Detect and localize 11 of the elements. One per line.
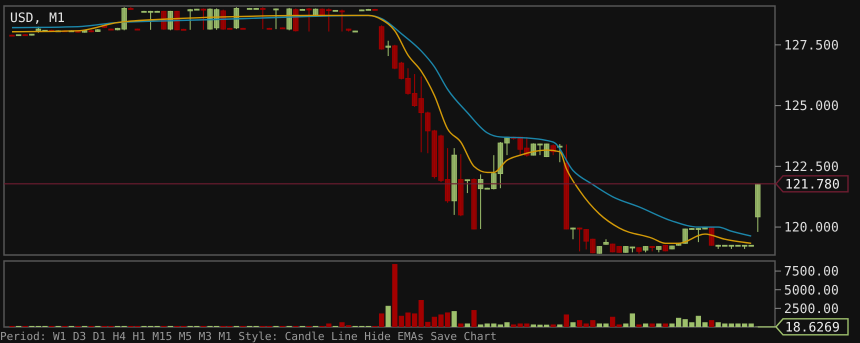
y-tick-label: 125.000: [784, 99, 839, 114]
chart-title: USD, M1: [10, 11, 65, 26]
data-label: 18.6269: [785, 320, 840, 336]
y-tick-label: 127.500: [784, 38, 839, 54]
ref-line-label: 121.780: [785, 177, 840, 192]
y-tick-label: 5000.00: [784, 283, 839, 298]
y-tick-label: 122.500: [784, 160, 839, 175]
y-tick-label: 2500.00: [784, 302, 839, 317]
y-tick-label: 7500.00: [784, 264, 839, 280]
text: Period: W1 D3 D1 H4 H1 M15 M5 M3 M1 Style: Candle Line Hide EMAs Save Chart: [0, 330, 497, 343]
y-tick-label: 120.000: [784, 220, 839, 236]
